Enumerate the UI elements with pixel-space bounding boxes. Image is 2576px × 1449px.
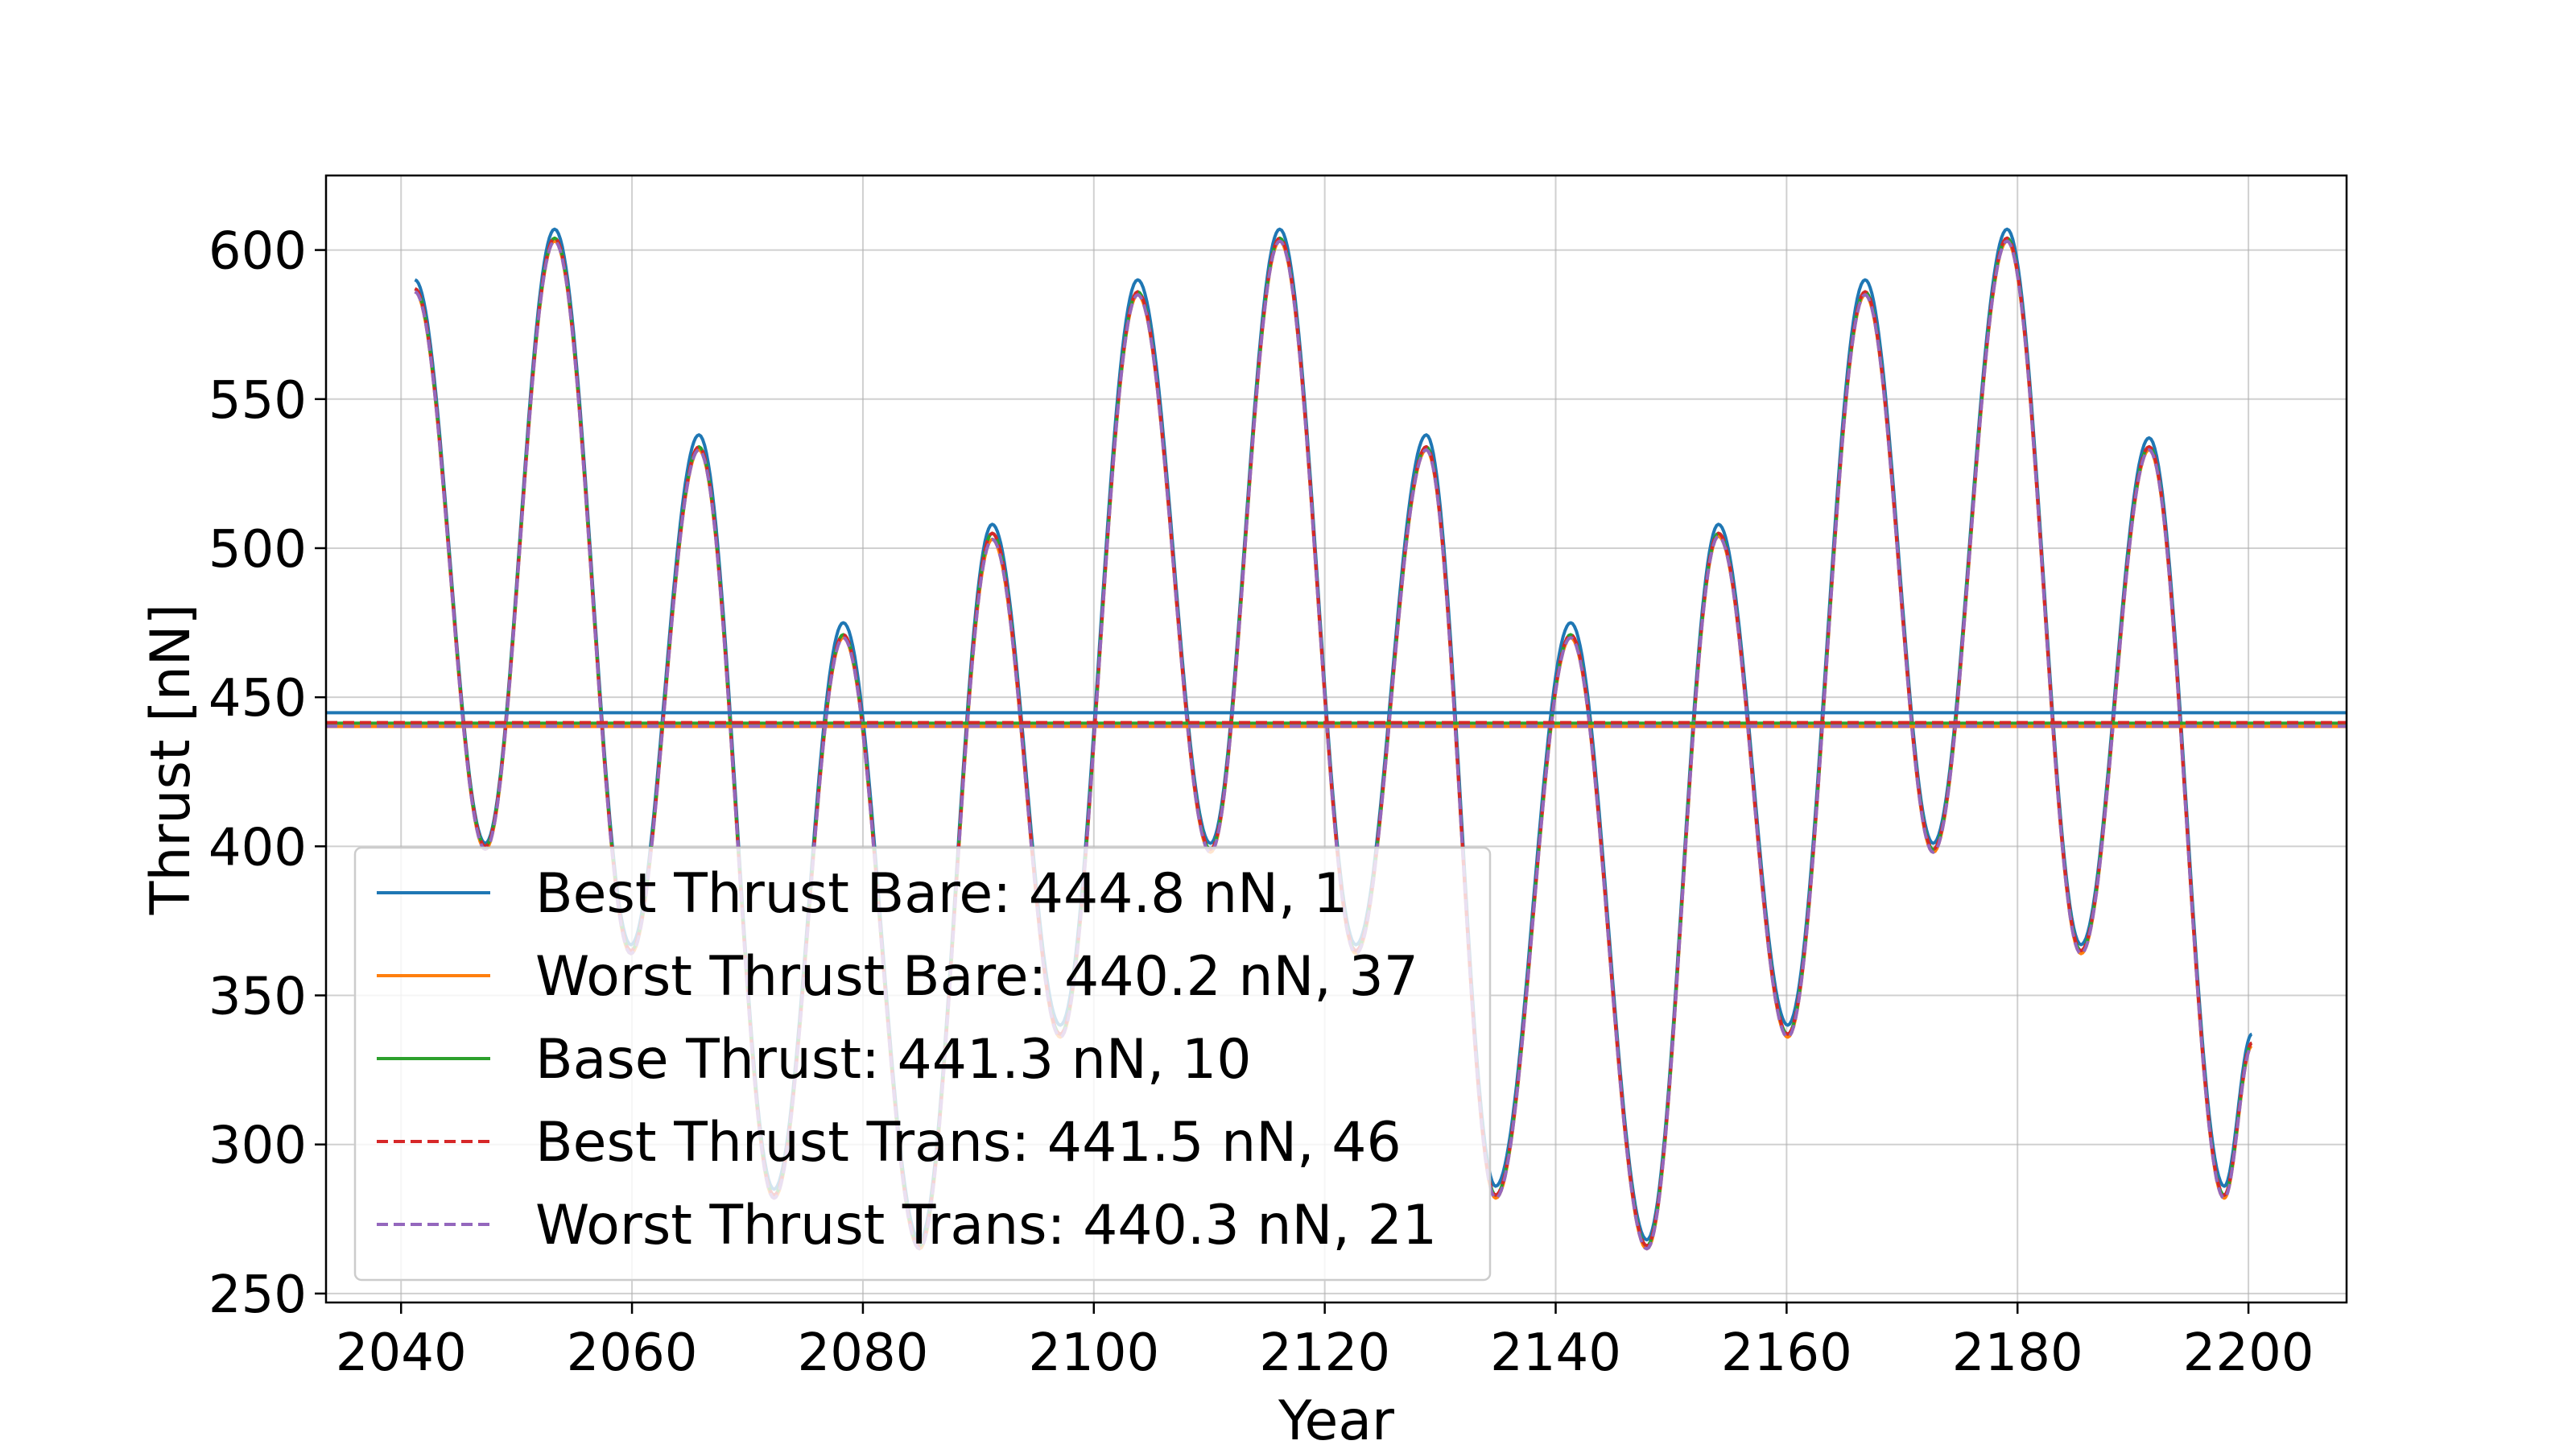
y-tick-label: 550 [208,371,307,431]
legend-entries: Best Thrust Bare: 444.8 nN, 1 Worst Thrus… [377,862,1437,1257]
x-tick-label: 2140 [1490,1323,1621,1383]
y-tick-label: 600 [208,222,307,282]
x-axis-label: Year [1278,1389,1394,1449]
x-tick-label: 2200 [2183,1323,2314,1383]
x-tick-label: 2180 [1952,1323,2083,1383]
legend-label-3: Best Thrust Trans: 441.5 nN, 46 [535,1111,1402,1174]
y-tick-label: 500 [208,520,307,580]
axis-ticks: 2040 2060 2080 2100 2120 2140 2160 2180 2200 250 3… [208,222,2314,1383]
x-tick-label: 2160 [1721,1323,1852,1383]
y-tick-label: 350 [208,968,307,1027]
y-axis-label: Thrust [nN] [139,604,203,915]
x-tick-label: 2100 [1028,1323,1159,1383]
x-tick-label: 2080 [798,1323,929,1383]
x-tick-label: 2060 [567,1323,698,1383]
y-tick-label: 400 [208,818,307,877]
y-tick-label: 300 [208,1117,307,1176]
legend-label-2: Base Thrust: 441.3 nN, 10 [535,1028,1252,1092]
legend-label-0: Best Thrust Bare: 444.8 nN, 1 [535,862,1348,926]
legend-label-4: Worst Thrust Trans: 440.3 nN, 21 [535,1194,1437,1257]
y-tick-label: 250 [208,1265,307,1325]
plot-frame [324,174,2348,1304]
x-tick-label: 2120 [1259,1323,1390,1383]
mean-lines [326,711,2347,729]
y-tick-label: 450 [208,669,307,729]
x-tick-label: 2040 [336,1323,467,1383]
legend-box [353,846,1492,1282]
legend-label-1: Worst Thrust Bare: 440.2 nN, 37 [535,945,1418,1009]
legend: Best Thrust Bare: 444.8 nN, 1 Worst Thrus… [353,846,1492,1282]
